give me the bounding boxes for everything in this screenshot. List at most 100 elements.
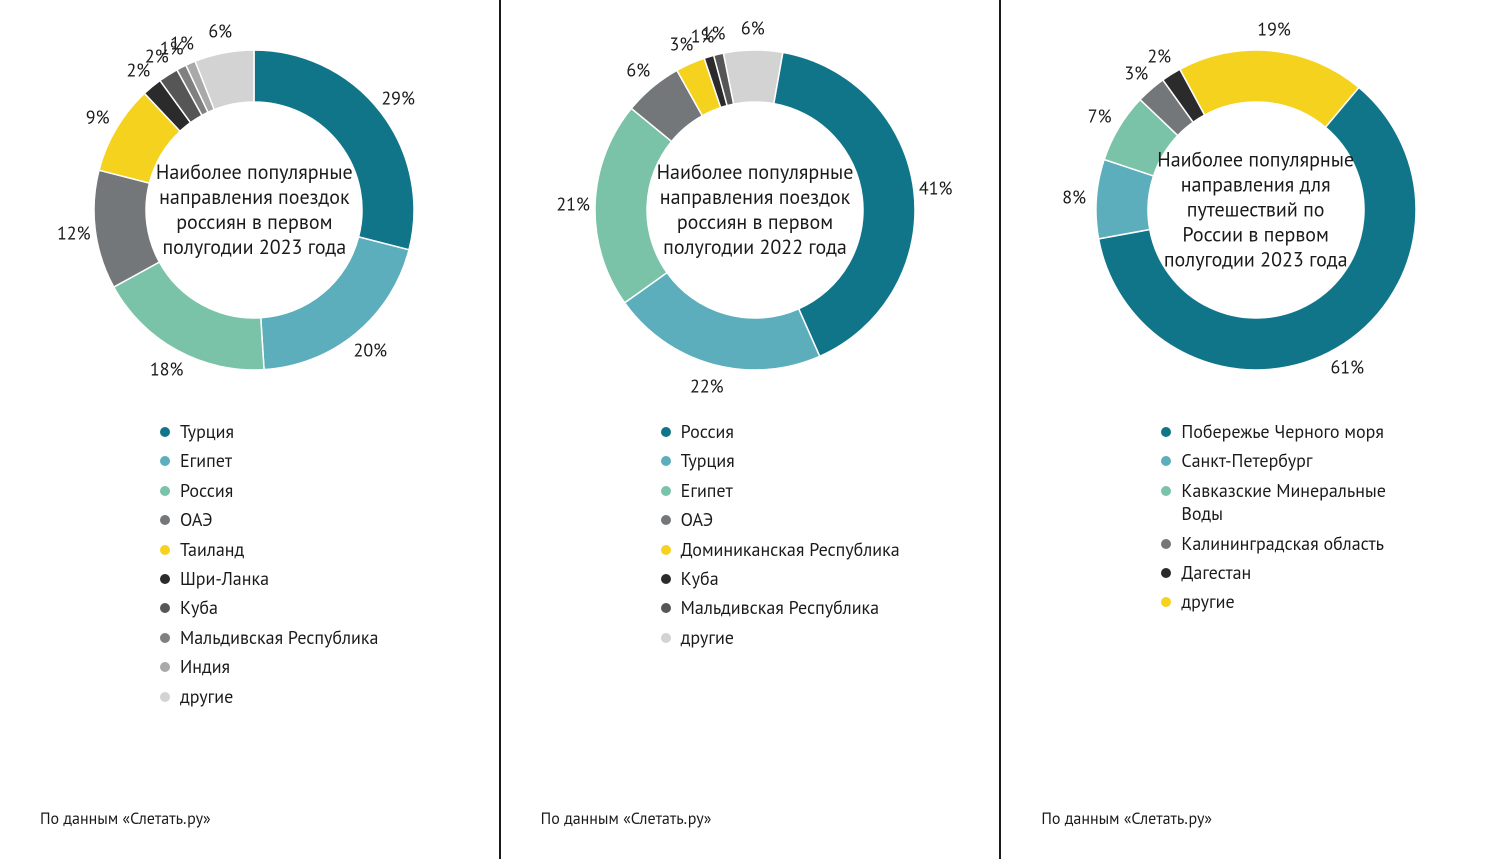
slice-label: 18% (150, 358, 184, 381)
legend-item: Турция (160, 420, 469, 443)
slice-label: 12% (57, 221, 91, 244)
legend-swatch (661, 603, 671, 613)
legend-label: другие (1181, 590, 1234, 613)
legend-item: Египет (661, 479, 970, 502)
charts-row: Наиболее популярные направления поездок … (0, 0, 1500, 859)
legend-item: ОАЭ (160, 508, 469, 531)
legend-item: Санкт-Петербург (1161, 449, 1470, 472)
slice-label: 22% (690, 374, 724, 397)
slice-label: 8% (1062, 186, 1086, 209)
legend-swatch (160, 515, 170, 525)
legend-swatch (661, 456, 671, 466)
source-3: По данным «Слетать.ру» (1041, 809, 1470, 839)
slice-label: 21% (556, 192, 590, 215)
legend-swatch (661, 545, 671, 555)
legend-item: другие (1161, 590, 1470, 613)
legend-item: Мальдивская Республика (661, 596, 970, 619)
chart-title-3: Наиболее популярные направления для путе… (1156, 148, 1356, 273)
legend-swatch (1161, 539, 1171, 549)
legend-swatch (1161, 486, 1171, 496)
legend-label: Египет (681, 479, 733, 502)
legend-swatch (1161, 456, 1171, 466)
legend-swatch (160, 692, 170, 702)
slice (625, 273, 820, 370)
legend-label: Индия (180, 655, 230, 678)
legend-1: Турция Египет Россия ОАЭ Таиланд Шри-Ланка Куб… (160, 420, 469, 714)
legend-label: ОАЭ (681, 508, 713, 531)
legend-label: Калининградская область (1181, 532, 1384, 555)
legend-label: другие (681, 626, 734, 649)
legend-swatch (160, 456, 170, 466)
legend-3: Побережье Черного моря Санкт-Петербург Кав… (1161, 420, 1470, 620)
chart-title-1: Наиболее популярные направления поездок … (154, 160, 354, 260)
chart-panel-2: Наиболее популярные направления поездок … (499, 0, 1000, 859)
legend-label: другие (180, 685, 233, 708)
legend-swatch (160, 603, 170, 613)
legend-label: Куба (681, 567, 719, 590)
legend-item: Куба (160, 596, 469, 619)
legend-label: Россия (180, 479, 233, 502)
slice-label: 1% (170, 31, 194, 54)
legend-label: Турция (180, 420, 234, 443)
legend-label: Таиланд (180, 538, 244, 561)
slice-label: 6% (208, 20, 232, 43)
legend-label: ОАЭ (180, 508, 212, 531)
legend-label: Куба (180, 596, 218, 619)
slice-label: 3% (1124, 61, 1148, 84)
legend-item: Кавказские Минеральные Воды (1161, 479, 1470, 526)
legend-label: Мальдивская Республика (681, 596, 879, 619)
legend-item: Россия (661, 420, 970, 443)
slice-label: 7% (1088, 105, 1112, 128)
legend-swatch (160, 427, 170, 437)
legend-item: ОАЭ (661, 508, 970, 531)
legend-item: Египет (160, 449, 469, 472)
chart-title-2: Наиболее популярные направления поездок … (655, 160, 855, 260)
legend-2: Россия Турция Египет ОАЭ Доминиканская Респу… (661, 420, 970, 655)
slice (114, 262, 264, 370)
source-1: По данным «Слетать.ру» (40, 809, 469, 839)
legend-item: Доминиканская Республика (661, 538, 970, 561)
legend-swatch (1161, 597, 1171, 607)
legend-label: Побережье Черного моря (1181, 420, 1384, 443)
legend-item: Дагестан (1161, 561, 1470, 584)
legend-swatch (661, 486, 671, 496)
legend-swatch (160, 486, 170, 496)
slice (723, 50, 782, 104)
legend-label: Турция (681, 449, 735, 472)
slice-label: 9% (86, 106, 110, 129)
chart-panel-1: Наиболее популярные направления поездок … (0, 0, 499, 859)
chart-panel-3: Наиболее популярные направления для путе… (999, 0, 1500, 859)
legend-item: Индия (160, 655, 469, 678)
legend-label: Кавказские Минеральные Воды (1181, 479, 1401, 526)
legend-item: другие (160, 685, 469, 708)
legend-item: Россия (160, 479, 469, 502)
donut-chart-1: Наиболее популярные направления поездок … (74, 30, 434, 390)
legend-swatch (661, 427, 671, 437)
slice-label: 41% (919, 177, 953, 200)
slice-label: 20% (354, 339, 388, 362)
legend-label: Египет (180, 449, 232, 472)
slice-label: 19% (1257, 17, 1291, 40)
slice-label: 1% (702, 21, 726, 44)
donut-chart-2: Наиболее популярные направления поездок … (575, 30, 935, 390)
slice-label: 6% (626, 59, 650, 82)
legend-label: Россия (681, 420, 734, 443)
slice-label: 2% (1147, 44, 1171, 67)
legend-label: Мальдивская Республика (180, 626, 378, 649)
legend-item: Мальдивская Республика (160, 626, 469, 649)
legend-swatch (160, 662, 170, 672)
legend-item: Таиланд (160, 538, 469, 561)
legend-swatch (661, 633, 671, 643)
legend-swatch (160, 633, 170, 643)
legend-item: другие (661, 626, 970, 649)
legend-item: Шри-Ланка (160, 567, 469, 590)
slice-label: 29% (381, 87, 415, 110)
legend-label: Доминиканская Республика (681, 538, 900, 561)
legend-swatch (160, 574, 170, 584)
legend-swatch (160, 545, 170, 555)
legend-swatch (661, 515, 671, 525)
legend-item: Куба (661, 567, 970, 590)
legend-swatch (661, 574, 671, 584)
legend-item: Калининградская область (1161, 532, 1470, 555)
legend-swatch (1161, 568, 1171, 578)
